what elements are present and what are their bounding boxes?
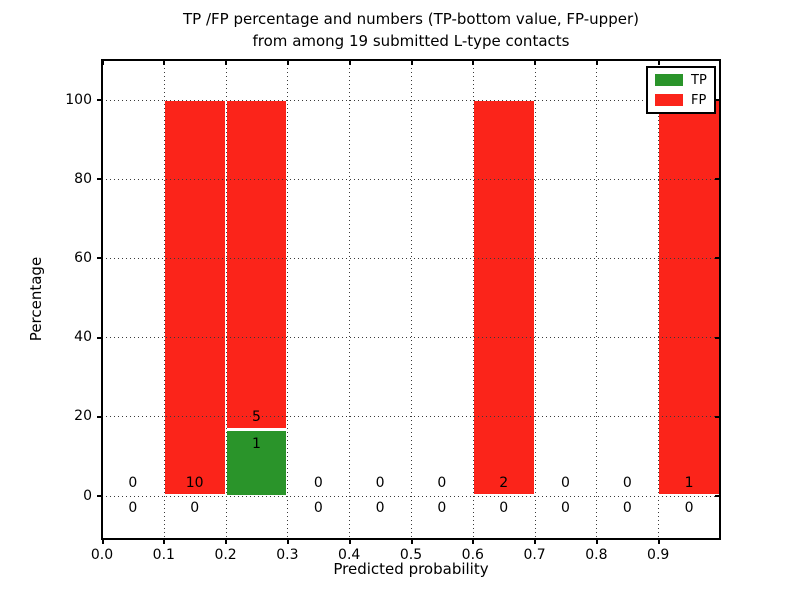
y-tick-label-60: 60 xyxy=(74,249,92,266)
x-tick-top-0.1 xyxy=(163,60,166,65)
x-tick-0.3 xyxy=(286,539,289,544)
tp-count-0.7-0.8: 0 xyxy=(561,500,570,517)
fp-count-0.8-0.9: 0 xyxy=(622,474,632,491)
legend-label-fp: FP xyxy=(691,92,707,108)
fp-count-0-0.1: 0 xyxy=(128,474,138,491)
x-tick-top-0.9 xyxy=(657,60,660,65)
fp-count-0.1-0.2: 10 xyxy=(185,474,204,491)
fp-count-0.7-0.8: 0 xyxy=(561,474,570,491)
gridline-x-0.5 xyxy=(411,60,412,539)
y-tick-40 xyxy=(97,336,102,339)
bar-fp-0.2-0.3 xyxy=(225,99,288,430)
legend: TP FP xyxy=(646,66,716,114)
y-tick-right-60 xyxy=(715,257,720,260)
x-tick-top-0.8 xyxy=(595,60,598,65)
y-tick-100 xyxy=(97,99,102,102)
gridline-x-0.6 xyxy=(472,60,474,539)
tp-count-0.9-1: 0 xyxy=(684,500,694,517)
x-tick-label-0.5: 0.5 xyxy=(399,547,423,563)
y-tick-right-80 xyxy=(715,178,720,181)
fp-count-0.9-1: 1 xyxy=(684,474,694,491)
tp-count-0.3-0.4: 0 xyxy=(313,500,323,517)
legend-entry-fp: FP xyxy=(655,94,707,107)
gridline-x-0.3 xyxy=(287,60,289,539)
legend-entry-tp: TP xyxy=(655,74,707,87)
x-tick-label-0.1: 0.1 xyxy=(152,547,175,563)
gridline-x-0.2 xyxy=(225,60,227,539)
x-tick-top-0.3 xyxy=(286,60,289,65)
fp-color-swatch xyxy=(655,94,683,106)
x-tick-top-0.4 xyxy=(348,60,351,65)
fp-count-0.6-0.7: 2 xyxy=(499,474,509,491)
x-tick-label-0.4: 0.4 xyxy=(338,547,361,563)
x-tick-0.7 xyxy=(534,539,537,544)
bar-tp-0.2-0.3 xyxy=(225,429,288,496)
x-tick-0.2 xyxy=(225,539,228,544)
tp-count-0.8-0.9: 0 xyxy=(622,500,632,517)
y-tick-label-80: 80 xyxy=(74,170,92,187)
fp-count-0.3-0.4: 0 xyxy=(313,474,323,491)
gridline-x-0.8 xyxy=(596,60,598,539)
x-tick-0.4 xyxy=(348,539,351,544)
x-tick-0.9 xyxy=(657,539,660,544)
bar-fp-0.1-0.2 xyxy=(163,99,226,496)
x-tick-top-0.0 xyxy=(101,60,104,65)
chart-title-line1: TP /FP percentage and numbers (TP-bottom… xyxy=(183,10,639,28)
x-tick-0.8 xyxy=(595,539,598,544)
gridline-x-0.9 xyxy=(658,60,660,539)
tp-count-0.4-0.5: 0 xyxy=(375,500,385,517)
fp-count-0.4-0.5: 0 xyxy=(375,474,385,491)
y-tick-right-20 xyxy=(715,415,720,418)
gridline-x-0.1 xyxy=(163,60,165,539)
x-tick-label-0.3: 0.3 xyxy=(276,547,299,563)
y-tick-right-100 xyxy=(715,99,720,102)
fp-count-0.5-0.6: 0 xyxy=(437,474,447,491)
gridline-x-0.7 xyxy=(534,60,536,539)
x-tick-top-0.7 xyxy=(534,60,537,65)
y-tick-right-40 xyxy=(715,336,720,339)
x-tick-top-0.5 xyxy=(410,60,413,65)
x-tick-0.6 xyxy=(472,539,475,544)
axes-frame xyxy=(101,59,721,540)
chart-title-line2: from among 19 submitted L-type contacts xyxy=(252,32,570,50)
tp-count-0.5-0.6: 0 xyxy=(437,500,447,517)
x-tick-0.5 xyxy=(410,539,413,544)
chart-title: TP /FP percentage and numbers (TP-bottom… xyxy=(102,8,720,52)
x-tick-label-0.6: 0.6 xyxy=(461,547,484,563)
x-tick-top-0.2 xyxy=(225,60,228,65)
tp-count-0-0.1: 0 xyxy=(128,500,138,517)
x-tick-label-0.0: 0.0 xyxy=(90,547,114,563)
tp-count-0.2-0.3: 1 xyxy=(252,435,261,452)
x-tick-label-0.7: 0.7 xyxy=(523,547,546,563)
x-tick-label-0.8: 0.8 xyxy=(585,547,608,563)
x-tick-0.1 xyxy=(163,539,166,544)
x-axis-label: Predicted probability xyxy=(333,560,489,578)
legend-label-tp: TP xyxy=(691,72,707,88)
y-tick-label-100: 100 xyxy=(65,91,92,108)
y-tick-60 xyxy=(97,257,102,260)
y-tick-80 xyxy=(97,178,102,181)
tp-color-swatch xyxy=(655,74,683,86)
x-tick-label-0.2: 0.2 xyxy=(214,547,237,563)
fp-count-0.2-0.3: 5 xyxy=(252,408,261,425)
y-tick-label-40: 40 xyxy=(74,329,92,346)
x-tick-label-0.9: 0.9 xyxy=(647,547,670,563)
tp-count-0.6-0.7: 0 xyxy=(499,500,509,517)
y-tick-right-0 xyxy=(715,495,720,497)
tp-count-0.1-0.2: 0 xyxy=(190,500,200,517)
y-tick-0 xyxy=(97,495,102,497)
x-tick-0.0 xyxy=(101,539,104,544)
x-tick-top-0.6 xyxy=(472,60,475,65)
y-tick-label-0: 0 xyxy=(83,487,92,504)
bar-fp-0.6-0.7 xyxy=(472,99,535,496)
y-tick-label-20: 20 xyxy=(74,408,92,425)
y-tick-20 xyxy=(97,415,102,418)
gridline-x-0.4 xyxy=(349,60,351,539)
